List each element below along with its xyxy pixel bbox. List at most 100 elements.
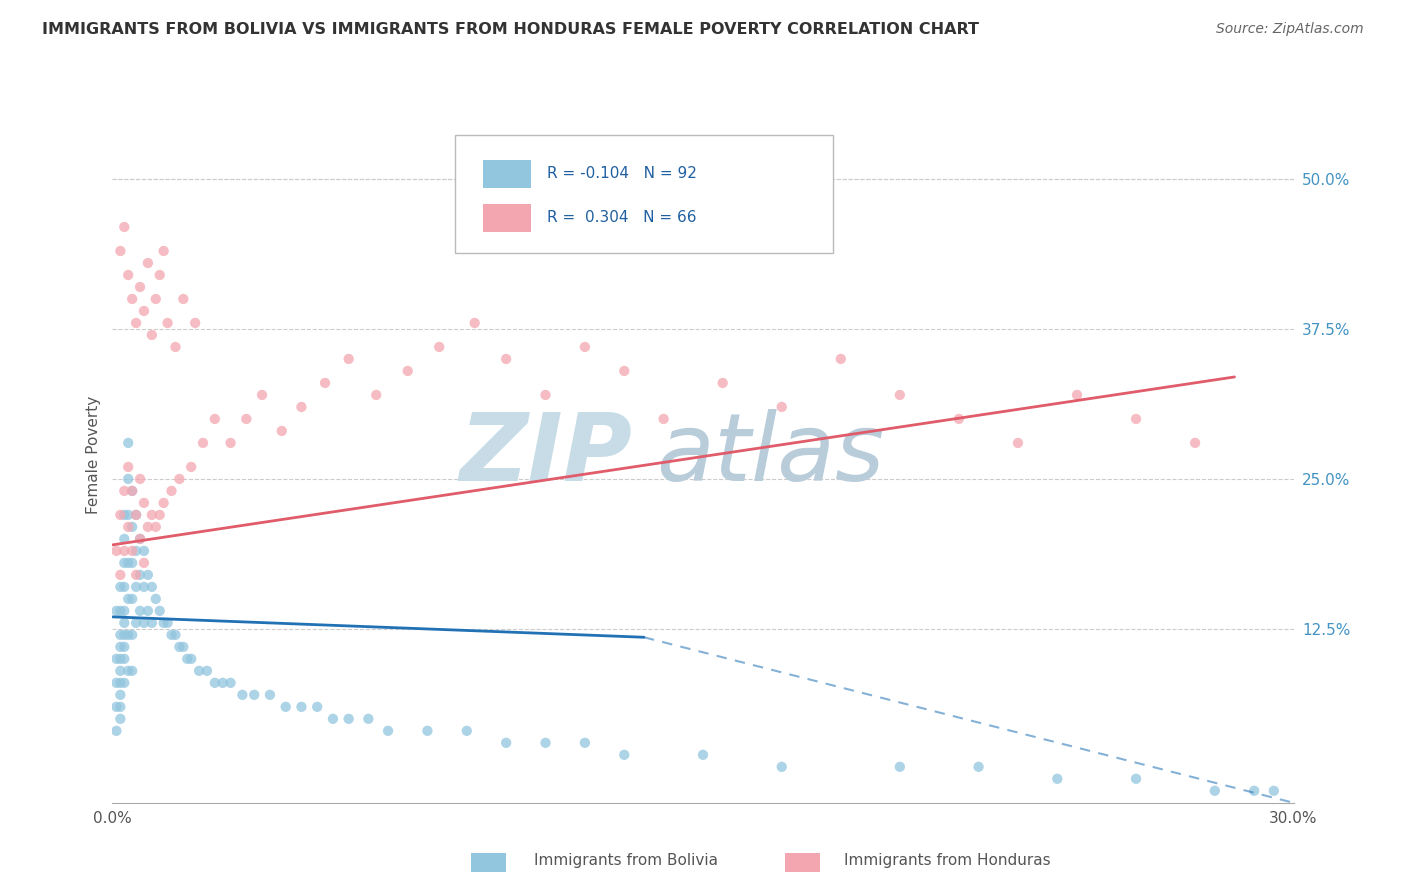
Point [110,580,132,594]
Point [416,723,439,738]
Point [136,567,159,582]
Point [322,712,344,726]
Point [117,591,139,606]
FancyBboxPatch shape [456,135,832,253]
Point [129,604,152,618]
Point [112,604,135,618]
Point [141,580,163,594]
Point [129,472,152,486]
Point [1125,772,1147,786]
Point [145,591,167,606]
Point [112,580,135,594]
Point [830,351,852,366]
Point [132,544,155,558]
Point [180,459,202,474]
Point [112,532,135,546]
Point [117,436,139,450]
Text: R =  0.304   N = 66: R = 0.304 N = 66 [547,211,696,225]
Point [110,628,132,642]
Point [337,351,360,366]
Point [110,604,132,618]
Point [366,388,388,402]
Point [121,483,143,498]
Point [176,652,198,666]
Point [948,412,970,426]
Point [112,640,135,654]
Point [770,400,793,414]
Point [219,436,242,450]
Point [231,688,253,702]
Point [152,244,174,258]
Point [191,436,214,450]
Point [125,508,148,522]
Point [1046,772,1069,786]
Point [1204,784,1226,798]
Point [290,699,312,714]
Point [1066,388,1088,402]
Point [259,688,281,702]
Point [1243,784,1265,798]
Point [235,412,257,426]
Point [105,699,128,714]
Point [129,567,152,582]
Point [613,364,636,378]
Point [145,520,167,534]
Point [125,544,148,558]
Point [141,615,163,630]
Point [270,424,292,438]
Point [141,508,163,522]
Point [613,747,636,762]
Point [110,664,132,678]
Point [117,508,139,522]
Point [117,268,139,282]
Point [357,712,380,726]
Point [574,736,596,750]
Point [125,580,148,594]
Point [464,316,486,330]
Point [121,628,143,642]
Point [121,544,143,558]
Point [427,340,450,354]
Point [129,532,152,546]
Point [889,760,911,774]
Point [195,664,218,678]
Point [145,292,167,306]
Point [112,615,135,630]
Point [172,292,194,306]
Point [149,604,172,618]
Point [211,676,233,690]
Point [110,567,132,582]
Point [112,544,135,558]
Text: Source: ZipAtlas.com: Source: ZipAtlas.com [1216,22,1364,37]
Point [889,388,911,402]
Point [105,652,128,666]
FancyBboxPatch shape [484,203,530,232]
Point [165,628,187,642]
Text: Immigrants from Honduras: Immigrants from Honduras [844,854,1050,868]
Point [110,652,132,666]
Point [110,676,132,690]
Point [250,388,273,402]
Point [495,351,517,366]
Point [112,676,135,690]
Point [188,664,211,678]
Point [110,244,132,258]
Y-axis label: Female Poverty: Female Poverty [86,396,101,514]
Point [534,388,557,402]
Point [136,520,159,534]
Point [121,556,143,570]
Point [117,520,139,534]
Point [129,532,152,546]
Text: R = -0.104   N = 92: R = -0.104 N = 92 [547,166,697,181]
Point [110,712,132,726]
Point [160,483,183,498]
Point [152,496,174,510]
Point [129,280,152,294]
Point [121,292,143,306]
Point [692,747,714,762]
Point [141,328,163,343]
Point [125,615,148,630]
Point [307,699,329,714]
Point [117,472,139,486]
Point [495,736,517,750]
